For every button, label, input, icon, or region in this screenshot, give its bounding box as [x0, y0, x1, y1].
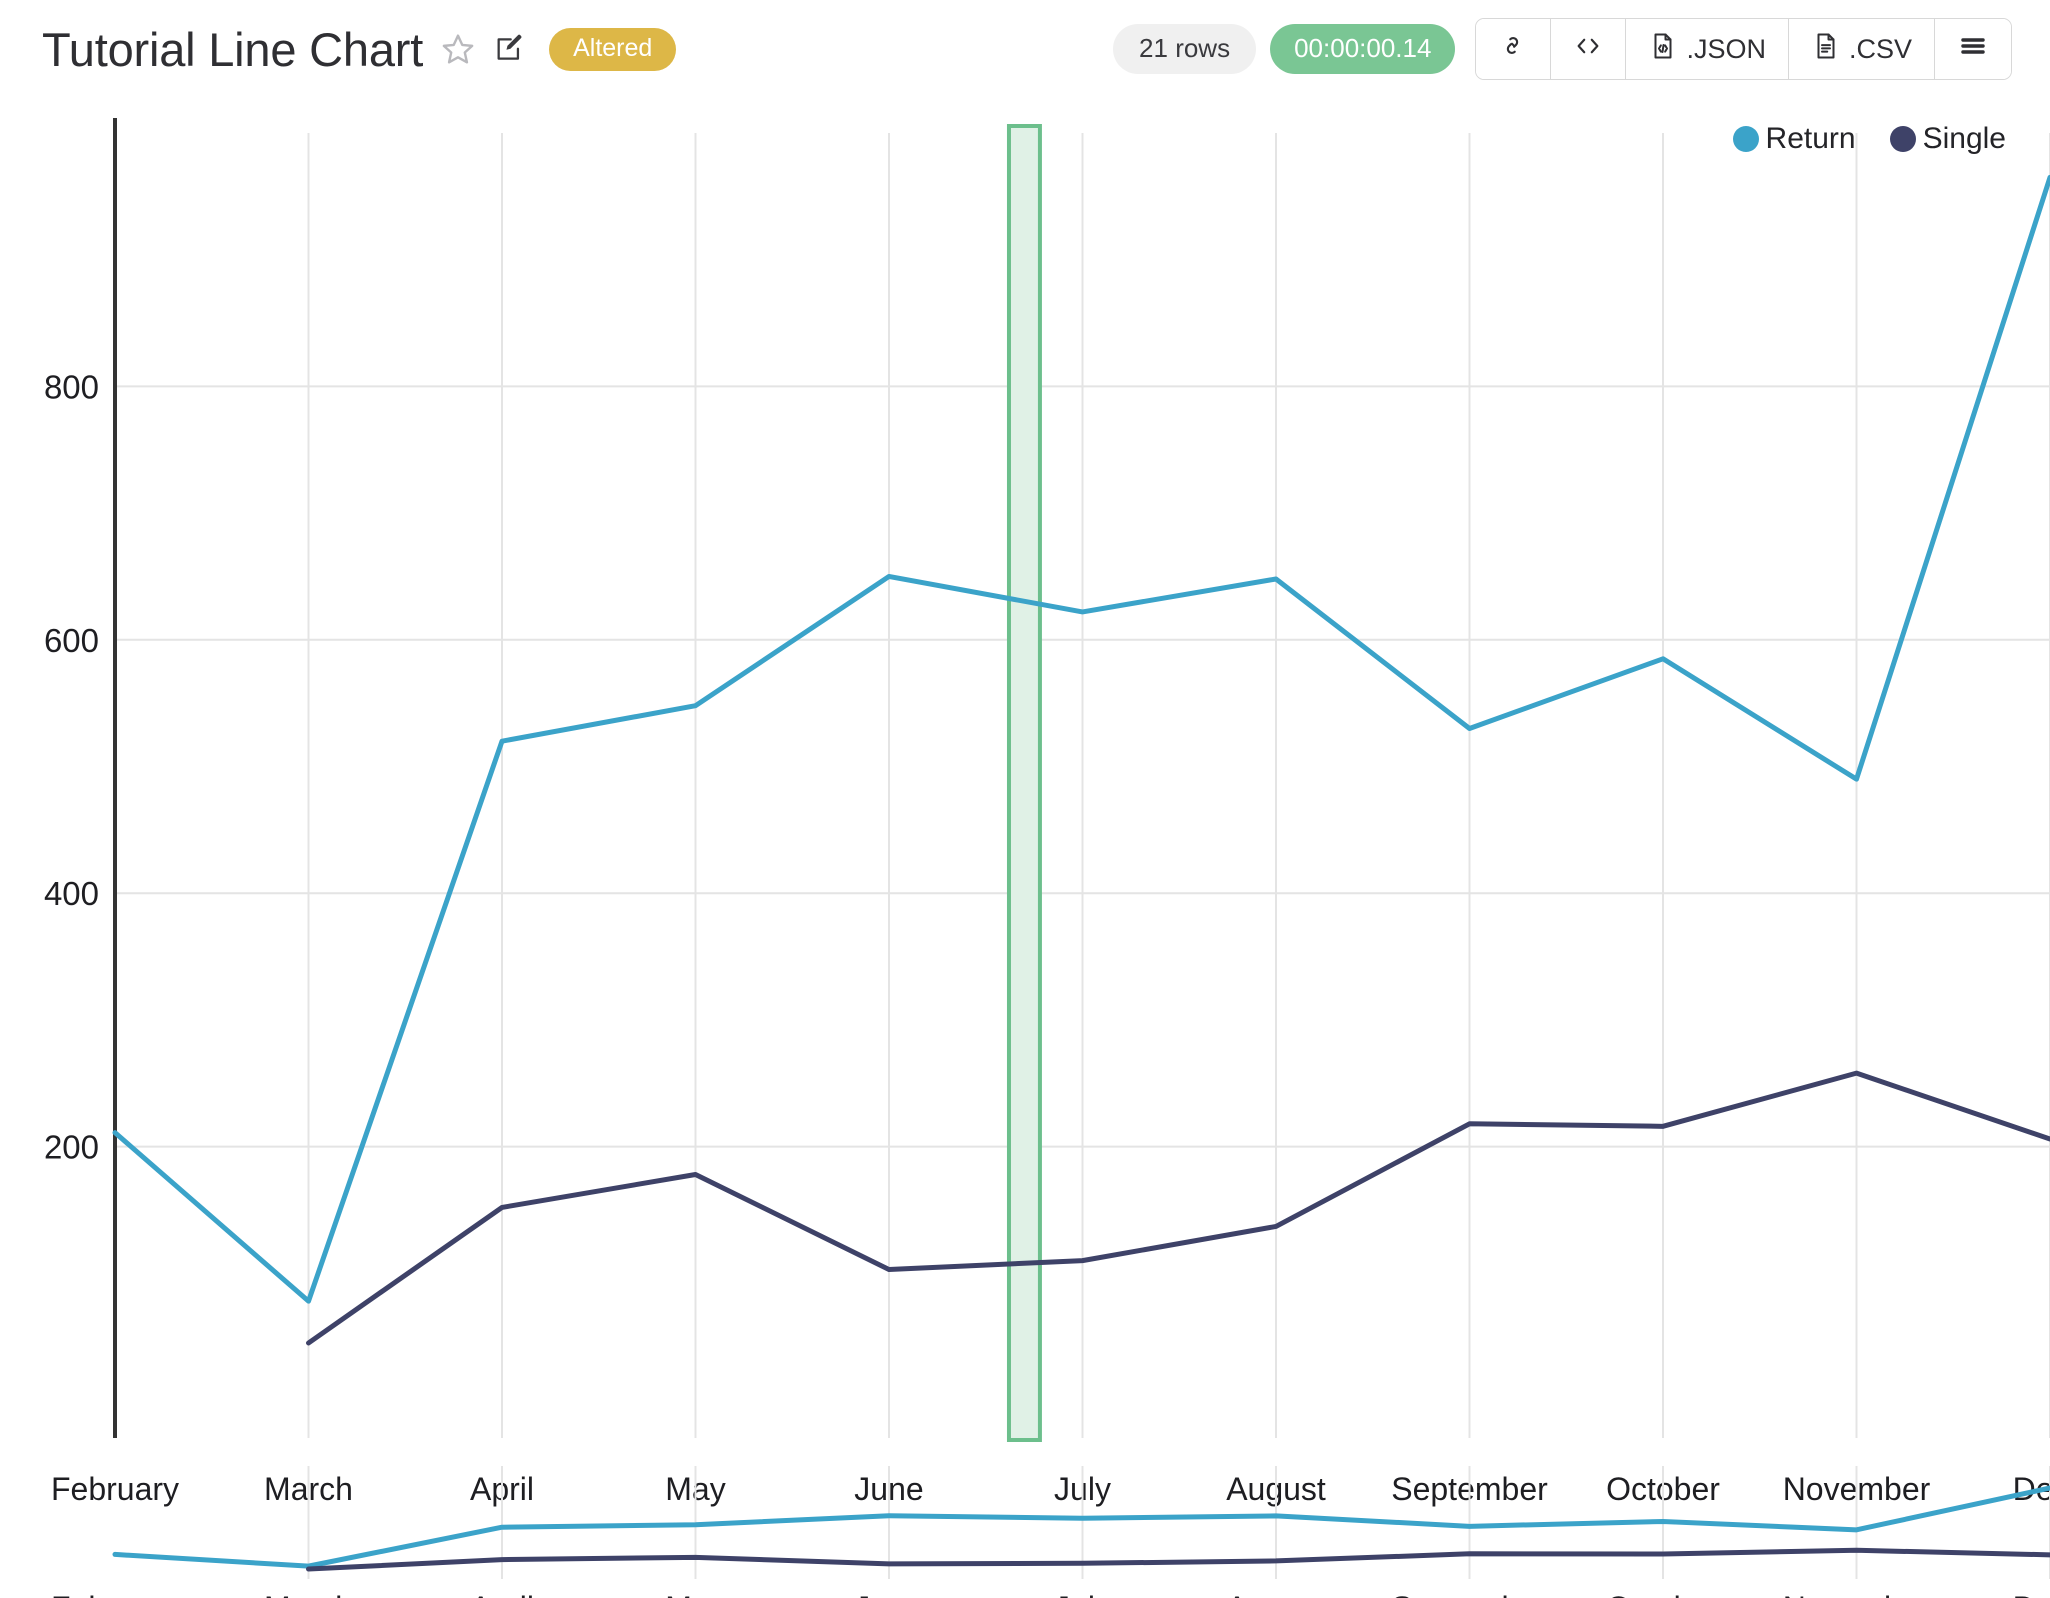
- overview-x-axis-tick-label: June: [854, 1590, 923, 1598]
- overview-series-line-return[interactable]: [112, 1485, 2050, 1569]
- link-button[interactable]: [1476, 19, 1552, 79]
- overview-series-line-single[interactable]: [306, 1547, 2050, 1572]
- overview-x-axis-tick-label: July: [1054, 1590, 1111, 1598]
- overview-x-axis-tick-label: September: [1391, 1590, 1548, 1598]
- legend-item-single[interactable]: Single: [1889, 122, 2006, 155]
- menu-button[interactable]: [1935, 19, 2011, 79]
- y-axis-tick-label: 200: [44, 1129, 99, 1166]
- json-export-label: .JSON: [1686, 33, 1766, 64]
- overview-x-axis-tick-label: August: [1226, 1590, 1326, 1598]
- hamburger-menu-icon: [1957, 30, 1989, 69]
- json-export-button[interactable]: .JSON: [1626, 19, 1789, 79]
- overview-x-axis-tick-label: April: [470, 1590, 534, 1598]
- y-axis-tick-label: 400: [44, 875, 99, 912]
- overview-x-axis-tick-label: Dece: [2013, 1590, 2050, 1598]
- code-button[interactable]: [1551, 19, 1627, 79]
- csv-export-button[interactable]: .CSV: [1788, 19, 1935, 79]
- legend-label-return: Return: [1765, 122, 1856, 155]
- star-icon[interactable]: [441, 32, 475, 66]
- page-title: Tutorial Line Chart: [42, 22, 424, 76]
- highlight-band[interactable]: [1006, 124, 1042, 1442]
- series-line-single[interactable]: [306, 1070, 2050, 1346]
- csv-export-label: .CSV: [1848, 33, 1912, 64]
- y-axis-tick-label: 600: [44, 622, 99, 659]
- execution-timer-badge: 00:00:00.14: [1270, 24, 1456, 74]
- overview-x-axis-tick-label: February: [51, 1590, 179, 1598]
- overview-x-axis-tick-label: November: [1783, 1590, 1931, 1598]
- legend-item-return[interactable]: Return: [1732, 122, 1856, 155]
- chart-container: Return Single 200 400 600 800 February March A…: [0, 98, 2050, 1598]
- chart-legend: Return Single: [1732, 122, 2006, 155]
- toolbar-button-group: .JSON .CSV: [1475, 18, 2012, 80]
- legend-label-single: Single: [1922, 122, 2006, 155]
- status-badge: Altered: [549, 27, 677, 71]
- overview-x-axis-tick-label: May: [665, 1590, 725, 1598]
- header-right-group: 21 rows 00:00:00.14: [1113, 18, 2012, 80]
- series-line-return[interactable]: [112, 174, 2050, 1304]
- main-line-chart[interactable]: 200 400 600 800 February March April May June Jul…: [0, 98, 2050, 1598]
- x-axis-tick-label: February: [51, 1471, 179, 1507]
- overview-x-axis-tick-label: October: [1606, 1590, 1720, 1598]
- y-axis-tick-label: 800: [44, 368, 99, 405]
- link-icon: [1498, 31, 1528, 68]
- legend-color-swatch-return: [1732, 126, 1759, 152]
- edit-pencil-icon[interactable]: [493, 32, 527, 66]
- code-icon: [1573, 31, 1603, 68]
- legend-color-swatch-single: [1889, 126, 1916, 152]
- page-header: Tutorial Line Chart Altered 21 rows 00:0…: [0, 0, 2050, 98]
- header-left-group: Tutorial Line Chart Altered: [42, 22, 677, 76]
- json-file-icon: [1648, 31, 1678, 68]
- csv-file-icon: [1811, 31, 1841, 68]
- row-count-badge: 21 rows: [1113, 24, 1257, 74]
- overview-x-axis-tick-label: March: [264, 1590, 353, 1598]
